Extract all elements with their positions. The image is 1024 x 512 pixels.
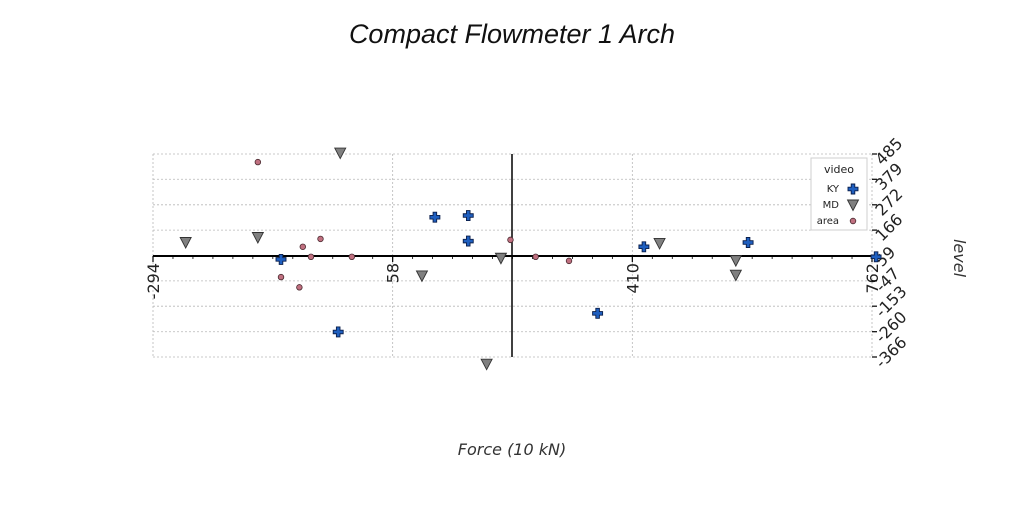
data-points <box>179 147 882 371</box>
x-tick-label: 58 <box>384 263 403 283</box>
data-point-md <box>653 238 666 250</box>
data-point-md <box>480 358 493 371</box>
data-point-md <box>415 270 429 283</box>
x-ticks: -294 58 410 762 <box>144 256 882 299</box>
chart-title: Compact Flowmeter 1 Arch <box>349 19 675 49</box>
data-point-area <box>317 235 324 243</box>
data-point-ky <box>742 237 754 248</box>
legend-label-ky: KY <box>827 184 840 195</box>
triangle-marker-shape <box>179 237 192 249</box>
x-tick-label: 762 <box>863 263 882 294</box>
plus-marker-shape <box>742 237 754 248</box>
plus-marker-shape <box>332 326 344 338</box>
data-point-ky <box>592 307 604 319</box>
plus-marker-shape <box>462 210 474 221</box>
circle-marker-shape <box>849 217 857 225</box>
y-tick-label: 166 <box>871 210 906 245</box>
plus-marker-shape <box>429 211 441 223</box>
data-point-area <box>532 253 539 261</box>
triangle-marker-shape <box>846 199 860 212</box>
legend-marker-ky <box>847 183 859 195</box>
triangle-marker-shape <box>729 255 743 268</box>
legend-label-md: MD <box>823 200 840 211</box>
circle-marker-shape <box>317 235 324 243</box>
plus-marker-shape <box>275 253 287 265</box>
data-point-ky <box>429 211 441 223</box>
data-point-md <box>729 269 743 282</box>
plus-marker-shape <box>638 241 650 253</box>
circle-marker-shape <box>277 273 285 281</box>
legend: video KY MD area <box>810 157 868 231</box>
data-point-ky <box>462 210 474 221</box>
plus-marker-shape <box>870 251 882 263</box>
circle-marker-shape <box>307 253 315 261</box>
triangle-marker-shape <box>415 270 429 283</box>
data-point-area <box>307 253 315 261</box>
circle-marker-shape <box>254 158 262 166</box>
data-point-area <box>507 236 514 244</box>
legend-label-area: area <box>817 216 839 227</box>
data-point-md <box>494 252 508 265</box>
circle-marker-shape <box>299 243 306 250</box>
x-tick-label: -294 <box>144 263 163 299</box>
data-point-ky <box>275 253 287 265</box>
circle-marker-shape <box>507 236 514 244</box>
x-axis-label: Force (10 kN) <box>458 440 566 459</box>
data-point-md <box>179 237 192 249</box>
triangle-marker-shape <box>333 147 347 160</box>
legend-title: video <box>824 163 854 176</box>
data-point-area <box>277 273 285 281</box>
legend-marker-area <box>849 217 857 225</box>
triangle-marker-shape <box>480 358 493 371</box>
legend-marker-md <box>846 199 860 212</box>
axes <box>152 154 873 357</box>
plus-marker-shape <box>847 183 859 195</box>
circle-marker-shape <box>565 257 573 265</box>
triangle-marker-shape <box>653 238 666 250</box>
legend-box <box>810 157 868 231</box>
x-tick-label: 410 <box>623 263 642 294</box>
data-point-area <box>565 257 573 265</box>
data-point-area <box>299 243 306 250</box>
triangle-marker-shape <box>251 232 265 244</box>
data-point-ky <box>462 235 474 247</box>
triangle-marker-shape <box>494 252 508 265</box>
data-point-ky <box>638 241 650 253</box>
plus-marker-shape <box>462 235 474 247</box>
data-point-area <box>254 158 262 166</box>
circle-marker-shape <box>296 284 303 291</box>
circle-marker-shape <box>532 253 539 261</box>
data-point-area <box>296 284 303 291</box>
data-point-md <box>251 232 265 244</box>
circle-marker-shape <box>348 253 356 261</box>
plus-marker-shape <box>592 307 604 319</box>
triangle-marker-shape <box>729 269 743 282</box>
data-point-ky <box>870 251 882 263</box>
y-axis-label: level <box>950 239 969 278</box>
data-point-md <box>729 255 743 268</box>
data-point-area <box>348 253 356 261</box>
data-point-md <box>333 147 347 160</box>
data-point-ky <box>332 326 344 338</box>
